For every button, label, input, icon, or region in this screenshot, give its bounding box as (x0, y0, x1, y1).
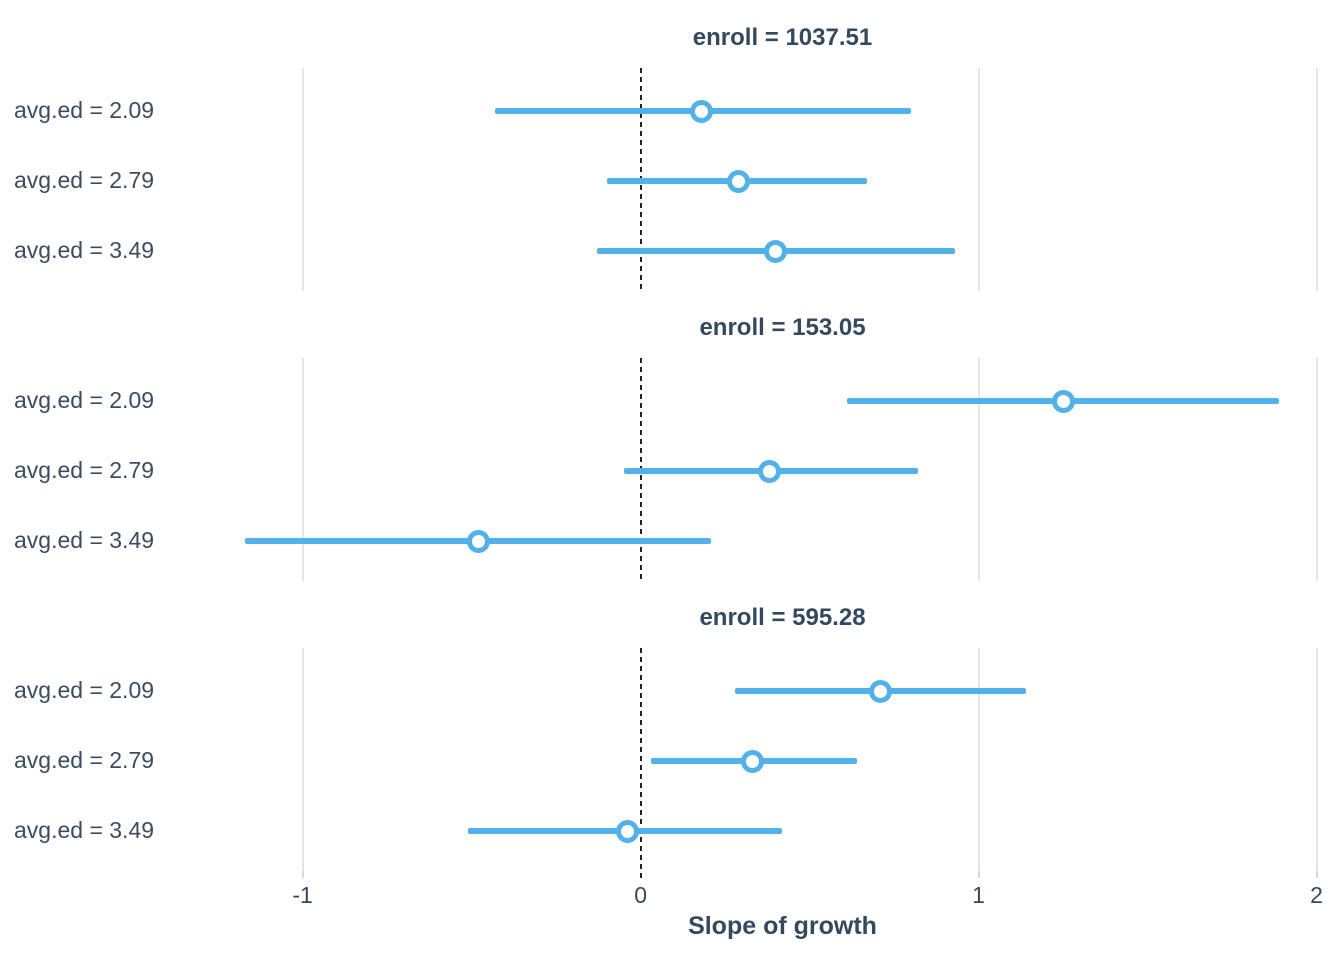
axis-tick (977, 871, 980, 878)
y-axis-label: avg.ed = 3.49 (14, 817, 155, 843)
point-estimate-marker (689, 99, 713, 123)
reference-line (639, 648, 642, 878)
point-estimate-marker (764, 239, 788, 263)
axis-tick (301, 871, 304, 878)
y-axis-label: avg.ed = 2.09 (14, 677, 155, 703)
axis-tick (1315, 871, 1318, 878)
gridline (1315, 68, 1318, 291)
gridline (1315, 358, 1318, 581)
x-axis-title: Slope of growth (688, 912, 877, 940)
gridline (301, 648, 304, 871)
point-estimate-marker (727, 169, 751, 193)
point-estimate-marker (1051, 389, 1075, 413)
y-axis-label: avg.ed = 3.49 (14, 527, 155, 553)
x-tick-label: 0 (634, 882, 647, 908)
point-estimate-marker (740, 749, 764, 773)
point-estimate-marker (869, 679, 892, 703)
x-tick-label: 1 (972, 882, 985, 908)
point-estimate-marker (757, 459, 781, 483)
y-axis-label: avg.ed = 2.09 (14, 387, 155, 413)
y-axis-label: avg.ed = 2.79 (14, 747, 155, 773)
x-tick-label: -1 (292, 882, 313, 908)
point-estimate-marker (466, 529, 490, 553)
gridline (1315, 648, 1318, 871)
y-axis-label: avg.ed = 2.09 (14, 97, 155, 123)
x-tick-label: 2 (1310, 882, 1323, 908)
gridline (301, 68, 304, 291)
gridline (301, 358, 304, 581)
y-axis-label: avg.ed = 3.49 (14, 237, 155, 263)
y-axis-label: avg.ed = 2.79 (14, 167, 155, 193)
gridline (977, 68, 980, 291)
y-axis-label: avg.ed = 2.79 (14, 457, 155, 483)
facet-title: enroll = 595.28 (699, 604, 866, 631)
facet-title: enroll = 1037.51 (692, 24, 873, 51)
point-estimate-marker (615, 819, 639, 843)
gridline (977, 358, 980, 581)
gridline (977, 648, 980, 871)
facet-title: enroll = 153.05 (699, 314, 866, 341)
